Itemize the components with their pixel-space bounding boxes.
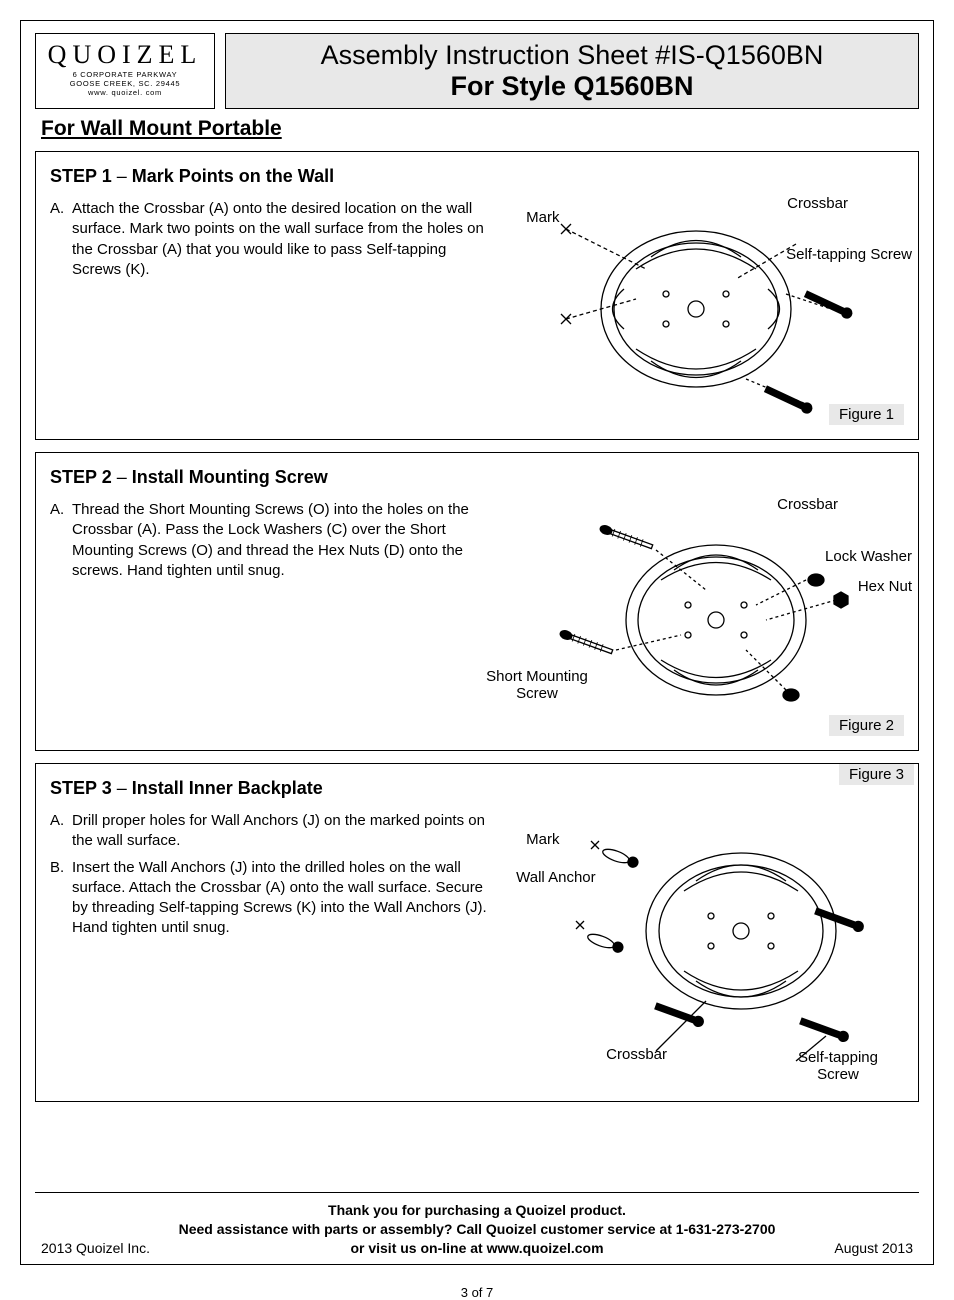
logo-addr-1: 6 CORPORATE PARKWAY bbox=[46, 70, 204, 79]
footer-line2: Need assistance with parts or assembly? … bbox=[35, 1220, 919, 1239]
figure3-svg bbox=[506, 811, 906, 1081]
dash: – bbox=[117, 467, 132, 487]
figure1-label: Figure 1 bbox=[829, 404, 904, 425]
step1-title: STEP 1 – Mark Points on the Wall bbox=[50, 166, 908, 187]
footer-center: Thank you for purchasing a Quoizel produ… bbox=[35, 1201, 919, 1258]
logo-addr-2: GOOSE CREEK, SC. 29445 bbox=[46, 79, 204, 88]
callout-crossbar2: Crossbar bbox=[777, 496, 838, 513]
dash: – bbox=[117, 166, 132, 186]
callout-mark3: Mark bbox=[526, 831, 559, 848]
step3-box: Figure 3 STEP 3 – Install Inner Backplat… bbox=[35, 763, 919, 1102]
dash: – bbox=[117, 778, 132, 798]
step2-title-rest: Install Mounting Screw bbox=[132, 467, 328, 487]
callout-mark: Mark bbox=[526, 209, 559, 226]
step2-a: Thread the Short Mounting Screws (O) int… bbox=[72, 500, 496, 581]
footer: Thank you for purchasing a Quoizel produ… bbox=[35, 1192, 919, 1258]
step2-box: STEP 2 – Install Mounting Screw A.Thread… bbox=[35, 452, 919, 751]
step2-text: A.Thread the Short Mounting Screws (O) i… bbox=[50, 500, 496, 740]
step1-figure: Mark Crossbar Self-tapping Screw Figure … bbox=[506, 199, 908, 429]
step3-figure: Mark Wall Anchor Crossbar Self-tappingSc… bbox=[506, 811, 908, 1091]
logo-addr-3: www. quoizel. com bbox=[46, 88, 204, 97]
callout-lockwasher: Lock Washer bbox=[825, 548, 912, 565]
callout-screw: Self-tapping Screw bbox=[786, 247, 912, 264]
figure2-label: Figure 2 bbox=[829, 715, 904, 736]
step3-a: Drill proper holes for Wall Anchors (J) … bbox=[72, 811, 496, 852]
callout-screw3: Self-tappingScrew bbox=[798, 1050, 878, 1083]
step1-text: A.Attach the Crossbar (A) onto the desir… bbox=[50, 199, 496, 429]
bullet-a: A. bbox=[50, 811, 72, 852]
bullet-b: B. bbox=[50, 858, 72, 939]
header-row: QUOIZEL 6 CORPORATE PARKWAY GOOSE CREEK,… bbox=[35, 33, 919, 109]
step3-prefix: STEP 3 bbox=[50, 778, 112, 798]
callout-hexnut: Hex Nut bbox=[858, 578, 912, 595]
logo-brand: QUOIZEL bbox=[46, 40, 204, 70]
step2-prefix: STEP 2 bbox=[50, 467, 112, 487]
title-box: Assembly Instruction Sheet #IS-Q1560BN F… bbox=[225, 33, 919, 109]
step1-a: Attach the Crossbar (A) onto the desired… bbox=[72, 199, 496, 280]
callout-wallanchor: Wall Anchor bbox=[516, 869, 595, 886]
footer-line3: or visit us on-line at www.quoizel.com bbox=[35, 1239, 919, 1258]
footer-left: 2013 Quoizel Inc. bbox=[41, 1240, 150, 1256]
title-line2: For Style Q1560BN bbox=[234, 71, 910, 102]
subtitle: For Wall Mount Portable bbox=[41, 117, 919, 141]
step1-prefix: STEP 1 bbox=[50, 166, 112, 186]
title-line1: Assembly Instruction Sheet #IS-Q1560BN bbox=[234, 40, 910, 71]
logo-box: QUOIZEL 6 CORPORATE PARKWAY GOOSE CREEK,… bbox=[35, 33, 215, 109]
page-number: 3 of 7 bbox=[0, 1285, 954, 1300]
page: QUOIZEL 6 CORPORATE PARKWAY GOOSE CREEK,… bbox=[20, 20, 934, 1265]
bullet-a: A. bbox=[50, 500, 72, 581]
callout-crossbar: Crossbar bbox=[787, 195, 848, 212]
footer-right: August 2013 bbox=[834, 1240, 913, 1256]
figure1-svg bbox=[506, 199, 886, 419]
bullet-a: A. bbox=[50, 199, 72, 280]
step2-figure: Crossbar Lock Washer Hex Nut Short Mount… bbox=[506, 500, 908, 740]
callout-shortscrew: Short MountingScrew bbox=[486, 669, 588, 702]
step1-box: STEP 1 – Mark Points on the Wall A.Attac… bbox=[35, 151, 919, 440]
step3-title-rest: Install Inner Backplate bbox=[132, 778, 323, 798]
step3-title: STEP 3 – Install Inner Backplate bbox=[50, 778, 908, 799]
callout-crossbar3: Crossbar bbox=[606, 1046, 667, 1063]
step3-b: Insert the Wall Anchors (J) into the dri… bbox=[72, 858, 496, 939]
step1-title-rest: Mark Points on the Wall bbox=[132, 166, 334, 186]
step2-title: STEP 2 – Install Mounting Screw bbox=[50, 467, 908, 488]
footer-line1: Thank you for purchasing a Quoizel produ… bbox=[35, 1201, 919, 1220]
step3-text: A.Drill proper holes for Wall Anchors (J… bbox=[50, 811, 496, 1091]
figure3-label: Figure 3 bbox=[839, 764, 914, 785]
